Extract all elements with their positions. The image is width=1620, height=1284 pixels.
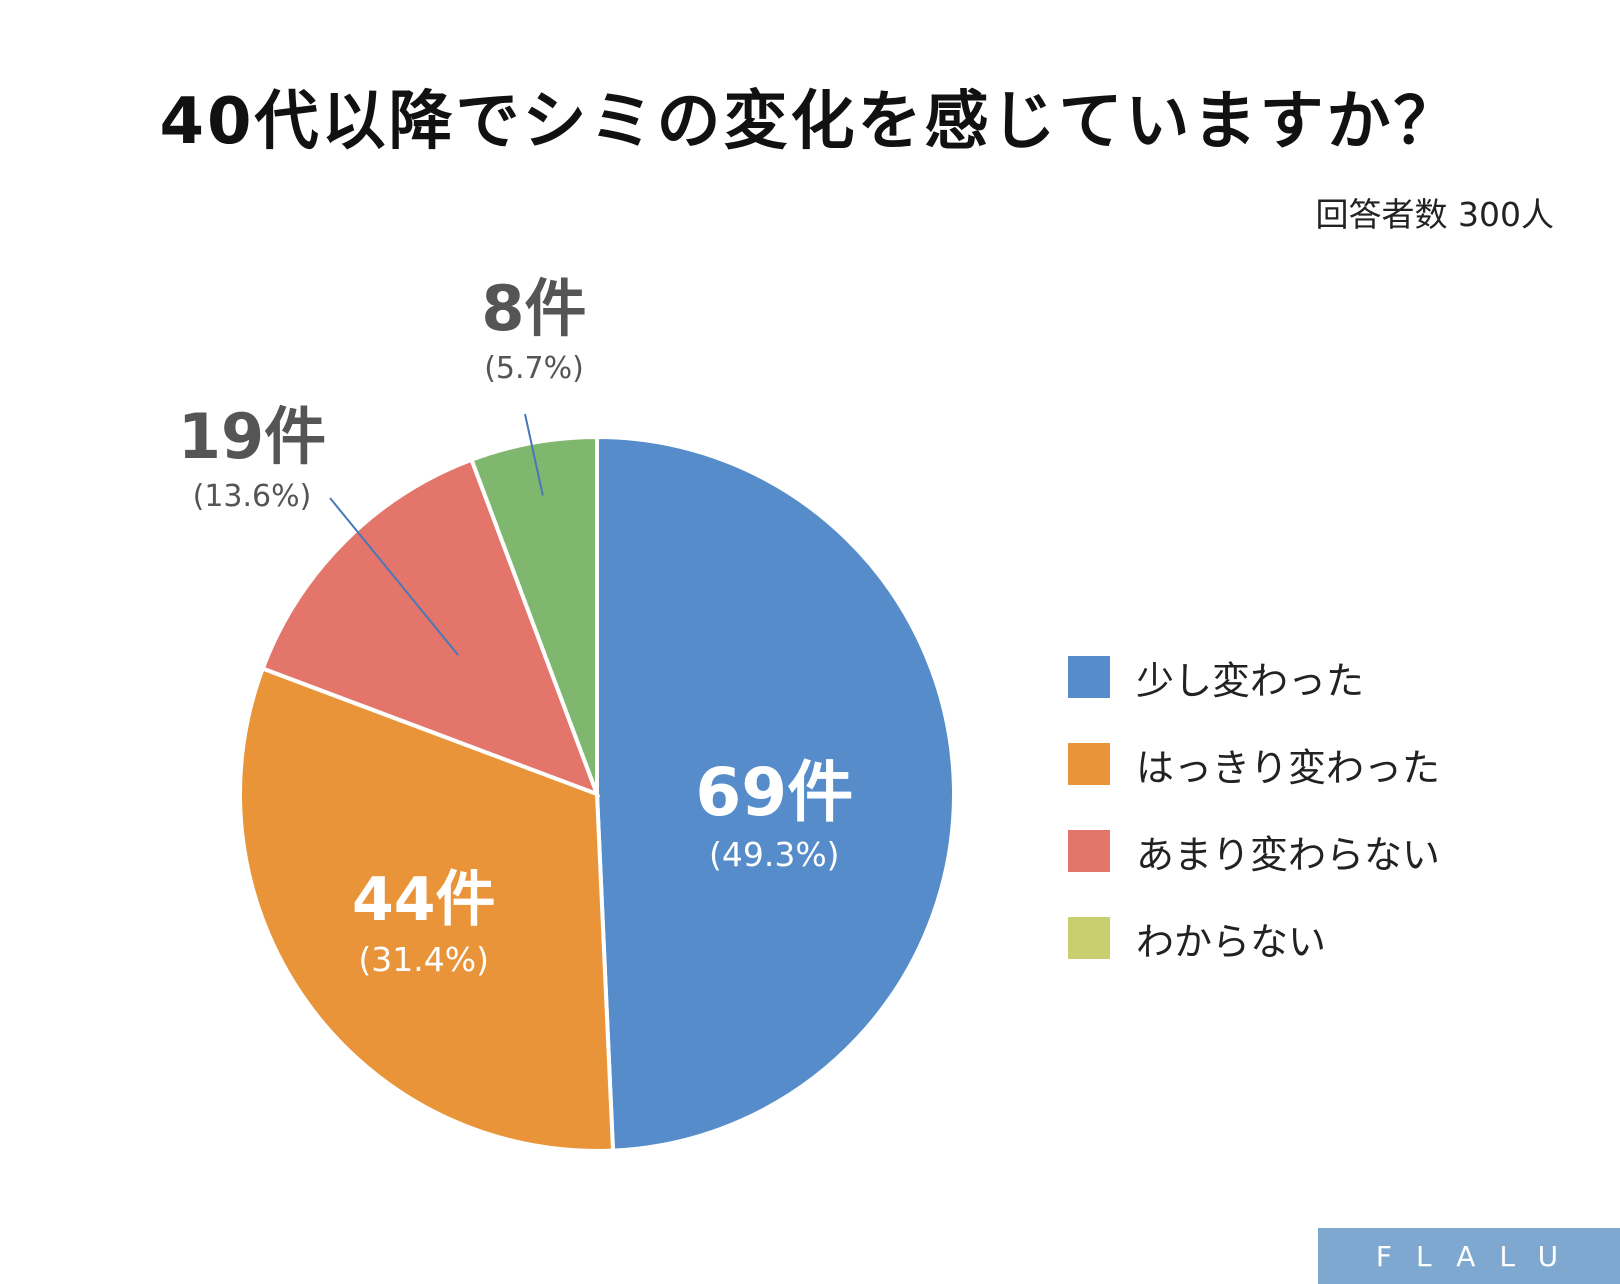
slice-percent-label: (49.3%) [709, 835, 840, 874]
pie-slice [238, 665, 616, 1153]
legend-label: はっきり変わった [1136, 745, 1441, 790]
leader-line [524, 413, 544, 496]
respondent-count: 回答者数 300人 [1315, 195, 1554, 234]
legend-item: はっきり変わった [1068, 742, 1440, 790]
legend-label: わからない [1136, 919, 1327, 964]
slice-percent-label: (13.6%) [193, 479, 312, 514]
pie-slice [595, 434, 956, 1153]
legend-swatch [1068, 743, 1110, 785]
chart-title: 40代以降でシミの変化を感じていますか？ [159, 85, 1461, 159]
slice-percent-label: (31.4%) [358, 940, 489, 979]
legend-swatch [1068, 830, 1110, 872]
legend-swatch [1068, 917, 1110, 959]
legend-label: 少し変わった [1136, 658, 1365, 703]
legend-item: あまり変わらない [1068, 829, 1440, 877]
brand-logo: FLALU [1318, 1228, 1620, 1284]
leader-line [329, 497, 459, 656]
slice-value-label: 8件 [481, 272, 586, 345]
slice-percent-label: (5.7%) [484, 351, 584, 386]
legend-swatch [1068, 656, 1110, 698]
legend-item: わからない [1068, 916, 1440, 964]
slice-value-label: 69件 [695, 754, 853, 831]
pie-slice [468, 434, 599, 795]
pie-slice [260, 457, 601, 798]
slice-value-label: 44件 [352, 865, 496, 935]
legend-label: あまり変わらない [1136, 832, 1441, 877]
legend: 少し変わった はっきり変わった あまり変わらない わからない [1068, 655, 1440, 1003]
legend-item: 少し変わった [1068, 655, 1440, 703]
slice-value-label: 19件 [178, 400, 326, 473]
